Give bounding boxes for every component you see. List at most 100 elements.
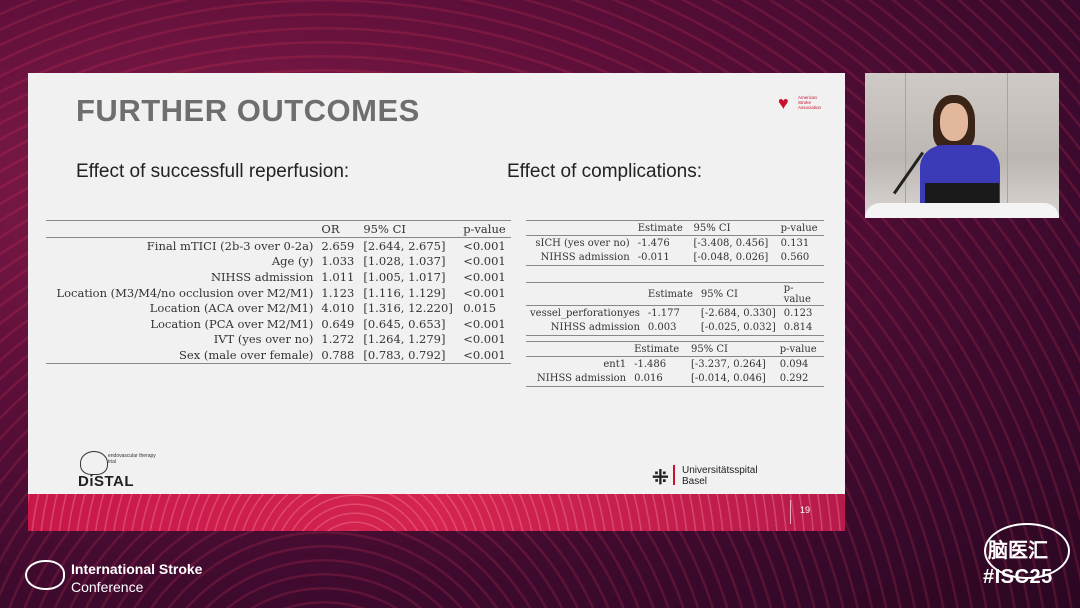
table-row: sICH (yes over no) -1.476 [-3.408, 0.456] 0… — [526, 236, 824, 251]
row-label: sICH (yes over no) — [535, 237, 630, 249]
table-header-row: OR 95% CI p-value — [46, 220, 511, 238]
brain-outline-icon — [25, 560, 65, 590]
table-row: NIHSS admission 0.016 [-0.014, 0.046] 0.292 — [526, 371, 824, 387]
table-header-cell: 95% CI — [359, 220, 460, 238]
table-cell: <0.001 — [463, 269, 506, 284]
table-header-row: Estimate 95% CI p-value — [526, 220, 824, 236]
row-label: NIHSS admission — [526, 320, 644, 336]
table-cell: 2.659 — [321, 238, 355, 253]
table-row: NIHSS admission 1.011 [1.005, 1.017] <0.001 — [46, 269, 511, 285]
table-header-cell — [526, 220, 634, 236]
table-header-cell: Estimate — [643, 282, 697, 306]
table-row: NIHSS admission 0.003 [-0.025, 0.032] 0.814 — [526, 320, 824, 336]
reperfusion-table: OR 95% CI p-value Final mTICI (2b-3 over 0-… — [46, 220, 511, 364]
row-label: Final mTICI (2b-3 over 0-2a) — [146, 238, 314, 253]
watermark-circle — [984, 523, 1070, 579]
table-cell: <0.001 — [463, 254, 506, 269]
table-cell: 0.016 — [630, 371, 687, 387]
table-cell: [2.644, 2.675] — [363, 238, 446, 253]
row-label: Sex (male over female) — [46, 347, 318, 364]
table-row: Location (ACA over M2/M1) 4.010 [1.316, 12… — [46, 300, 511, 316]
presentation-slide: FURTHER OUTCOMES ♥ American Stroke Assoc… — [28, 73, 845, 494]
table-cell: [1.264, 1.279] — [363, 332, 446, 347]
table-cell: [-0.025, 0.032] — [696, 320, 780, 336]
brain-logo-icon — [25, 560, 65, 590]
conference-name: International Stroke Conference — [71, 560, 202, 596]
table-cell: 0.292 — [775, 371, 824, 387]
table-cell: 0.015 — [463, 301, 497, 316]
table-header-cell — [46, 220, 318, 238]
usb-name-line2: Basel — [682, 476, 708, 487]
table-cell: <0.001 — [463, 332, 506, 347]
table-cell: 0.649 — [321, 316, 355, 331]
table-header-cell: p-value — [775, 341, 824, 357]
table-row: Age (y) 1.033 [1.028, 1.037] <0.001 — [46, 254, 511, 270]
usb-mark-bar — [673, 465, 675, 485]
subtitle-reperfusion: Effect of successfull reperfusion: — [76, 161, 350, 182]
table-row: NIHSS admission -0.011 [-0.048, 0.026] 0.56… — [526, 250, 824, 266]
heart-torch-icon: ♥ — [778, 93, 789, 113]
row-label: Location (M3/M4/no occlusion over M2/M1) — [56, 285, 314, 300]
table-cell: 1.011 — [321, 269, 355, 284]
table-row: vessel_perforationyes -1.177 [-2.684, 0.33… — [526, 306, 824, 321]
footer-divider — [790, 500, 791, 524]
table-header-cell: OR — [317, 220, 360, 238]
table-cell: 0.003 — [643, 320, 697, 336]
table-cell: [-3.408, 0.456] — [693, 237, 769, 249]
table-cell: 1.272 — [321, 332, 355, 347]
conference-name-rest: Conference — [71, 579, 144, 595]
table-row: Location (PCA over M2/M1) 0.649 [0.645, 0.… — [46, 316, 511, 332]
page-number: 19 — [800, 505, 811, 515]
table-cell: [-3.237, 0.264] — [690, 358, 766, 370]
table-cell: -1.486 — [634, 358, 667, 370]
table-cell: 1.123 — [321, 285, 355, 300]
table-row: Location (M3/M4/no occlusion over M2/M1)… — [46, 285, 511, 301]
table-cell: 0.814 — [779, 320, 824, 336]
complication-table-perforation: Estimate 95% CI p-value vessel_perforationy… — [526, 282, 824, 336]
table-cell: [-0.048, 0.026] — [689, 250, 777, 266]
usb-name: Universitätsspital Basel — [682, 465, 758, 487]
table-header-cell: 95% CI — [696, 282, 780, 306]
subtitle-complications: Effect of complications: — [507, 161, 703, 182]
table-cell: -0.011 — [633, 250, 690, 266]
table-cell: [-0.014, 0.046] — [686, 371, 776, 387]
table-header-cell: 95% CI — [689, 220, 777, 236]
university-hospital-basel-logo: ⁜ Universitätsspital Basel — [652, 463, 802, 489]
table-header-cell: p-value — [779, 282, 824, 306]
table-row: ent1 -1.486 [-3.237, 0.264] 0.094 — [526, 357, 824, 372]
table-header-cell: Estimate — [633, 220, 690, 236]
head-profile-icon — [80, 451, 108, 475]
table-header-cell — [526, 282, 644, 306]
table-row: Sex (male over female) 0.788 [0.783, 0.792… — [46, 347, 511, 364]
table-cell: [1.005, 1.017] — [363, 269, 446, 284]
table-header-cell: Estimate — [630, 341, 687, 357]
row-label: Age (y) — [271, 254, 314, 269]
table-cell: [1.028, 1.037] — [363, 254, 446, 269]
speaker-face — [940, 103, 968, 141]
row-label: vessel_perforationyes — [530, 307, 640, 319]
slide-footer: 19 — [28, 494, 845, 531]
table-cell: 0.123 — [783, 307, 813, 319]
table-cell: -1.476 — [637, 237, 670, 249]
distal-name: DiSTAL — [78, 473, 135, 490]
complication-table-sich: Estimate 95% CI p-value sICH (yes over no) -… — [526, 220, 824, 266]
row-label: ent1 — [603, 358, 627, 370]
table-row: Final mTICI (2b-3 over 0-2a) 2.659 [2.644,… — [46, 238, 511, 254]
aha-logo-text: American Stroke Association — [798, 95, 822, 110]
table-header-cell: 95% CI — [686, 341, 776, 357]
watermark-text: 脑医汇 — [988, 538, 1048, 562]
conference-hashtag: #ISC25 — [983, 566, 1053, 588]
footer-pattern — [28, 494, 845, 531]
table-header-row: Estimate 95% CI p-value — [526, 341, 824, 357]
table-cell: 0.131 — [780, 237, 810, 249]
table-cell: <0.001 — [459, 347, 511, 364]
table-cell: 4.010 — [321, 301, 355, 316]
distal-tagline: endovascular therapy trial — [108, 453, 156, 465]
row-label: Location (ACA over M2/M1) — [149, 301, 314, 316]
table-cell: 1.033 — [321, 254, 355, 269]
table-cell: -1.177 — [647, 307, 680, 319]
wall-panel-line — [905, 73, 906, 218]
table-cell: [0.645, 0.653] — [363, 316, 446, 331]
table-cell: <0.001 — [463, 238, 506, 253]
row-label: Location (PCA over M2/M1) — [150, 316, 314, 331]
